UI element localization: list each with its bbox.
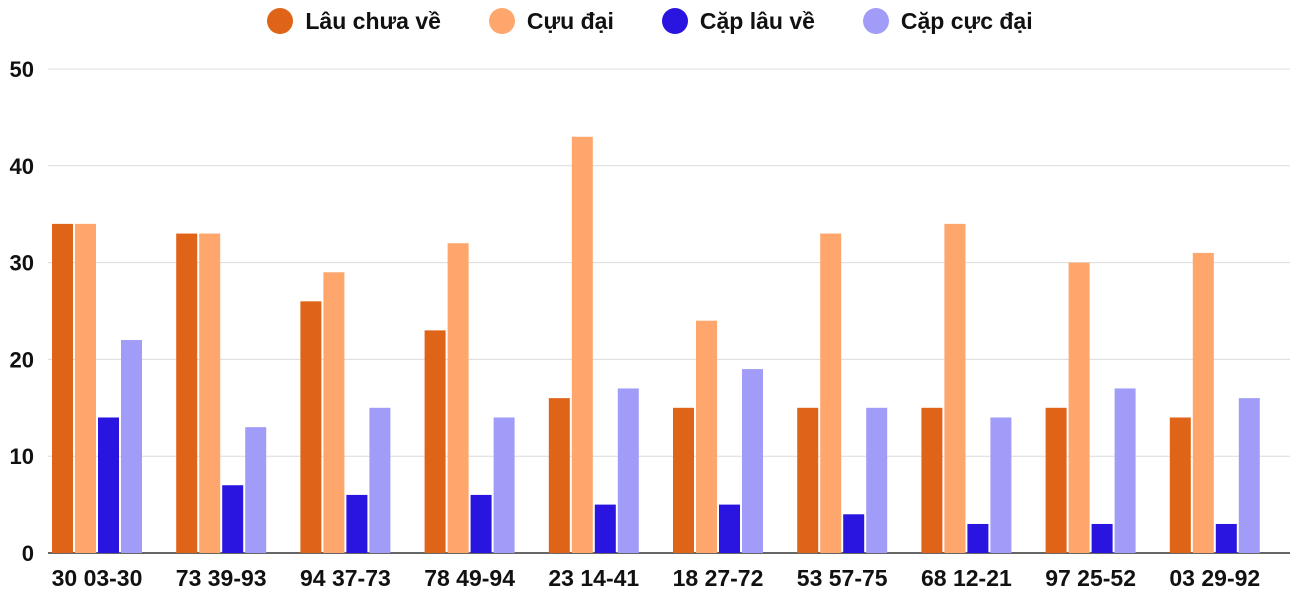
bar-2-2: [199, 233, 221, 553]
y-tick-label: 40: [10, 154, 34, 179]
legend-swatch-cuu-dai: [488, 8, 515, 34]
bar-1-1: [52, 223, 73, 553]
bar-2-3: [323, 272, 345, 553]
bar-1-8: [921, 407, 943, 553]
legend-item-cuu-dai: Cựu đại: [488, 7, 614, 35]
bar-4-5: [617, 388, 639, 553]
legend-swatch-cap-cuc-dai: [862, 8, 889, 34]
gridlines: [48, 68, 1290, 554]
bar-1-9: [1045, 407, 1067, 553]
bar-1-6: [673, 407, 694, 553]
bar-1-4: [424, 330, 446, 553]
legend-label-cap-cuc-dai: Cặp cực đại: [900, 7, 1033, 34]
bar-2-8: [944, 223, 966, 553]
x-tick-label: 78 49-94: [424, 565, 515, 591]
x-tick-label: 97 25-52: [1045, 565, 1136, 591]
legend-swatch-cap-lau-ve: [661, 8, 688, 34]
x-tick-label: 53 57-75: [797, 565, 888, 591]
bar-2-9: [1068, 262, 1090, 553]
bars: [52, 136, 1260, 554]
legend-item-cap-cuc-dai: Cặp cực đại: [862, 7, 1033, 35]
legend-label-cap-lau-ve: Cặp lâu về: [699, 7, 815, 34]
bar-1-3: [300, 301, 322, 553]
bar-4-9: [1114, 388, 1136, 553]
bar-2-5: [571, 136, 593, 553]
x-tick-label: 03 29-92: [1169, 565, 1260, 591]
legend-label-lau-chua-ve: Lâu chưa về: [305, 7, 441, 34]
legend-item-lau-chua-ve: Lâu chưa về: [267, 8, 441, 35]
bar-3-10: [1215, 523, 1237, 553]
bar-3-1: [98, 417, 119, 553]
y-axis-ticks: 0 10 20 30 40 50: [10, 57, 34, 566]
bar-4-3: [369, 407, 391, 553]
y-tick-label: 20: [10, 347, 34, 372]
bar-3-3: [346, 494, 368, 553]
bar-4-7: [866, 407, 888, 553]
x-tick-label: 23 14-41: [548, 565, 639, 591]
legend-label-cuu-dai: Cựu đại: [526, 7, 614, 34]
bar-2-10: [1192, 252, 1214, 554]
bar-4-10: [1238, 398, 1260, 553]
bar-3-2: [222, 485, 244, 553]
bar-2-1: [75, 223, 96, 553]
bar-1-7: [797, 407, 819, 553]
x-tick-label: 94 37-73: [300, 565, 391, 591]
bar-3-9: [1091, 523, 1113, 553]
bar-1-10: [1169, 417, 1191, 553]
bar-4-1: [121, 340, 142, 553]
bar-1-5: [548, 398, 570, 553]
x-tick-label: 73 39-93: [176, 565, 267, 591]
bar-3-8: [967, 523, 989, 553]
legend-swatch-lau-chua-ve: [267, 8, 294, 34]
x-tick-label: 68 12-21: [921, 565, 1012, 591]
y-tick-label: 50: [10, 57, 34, 82]
y-tick-label: 30: [10, 251, 34, 276]
bar-3-4: [470, 494, 492, 553]
bar-3-7: [843, 514, 865, 553]
x-tick-label: 30 03-30: [52, 565, 143, 591]
x-axis-ticks: 30 03-30 73 39-93 94 37-73 78 49-94 23 14-41…: [52, 565, 1261, 591]
bar-1-2: [176, 233, 198, 553]
bar-2-7: [820, 233, 842, 553]
legend-item-cap-lau-ve: Cặp lâu về: [661, 7, 815, 35]
y-tick-label: 0: [22, 541, 34, 566]
x-tick-label: 18 27-72: [673, 565, 764, 591]
bar-2-4: [447, 243, 469, 554]
legend: Lâu chưa về Cựu đại Cặp lâu về Cặp cực đ…: [0, 4, 1300, 38]
bar-4-8: [990, 417, 1012, 553]
bar-4-2: [245, 427, 267, 553]
bar-4-4: [493, 417, 515, 553]
bar-3-6: [719, 504, 740, 553]
bar-4-6: [742, 369, 763, 553]
bar-3-5: [594, 504, 616, 553]
y-tick-label: 10: [10, 444, 34, 469]
bar-2-6: [696, 320, 717, 553]
